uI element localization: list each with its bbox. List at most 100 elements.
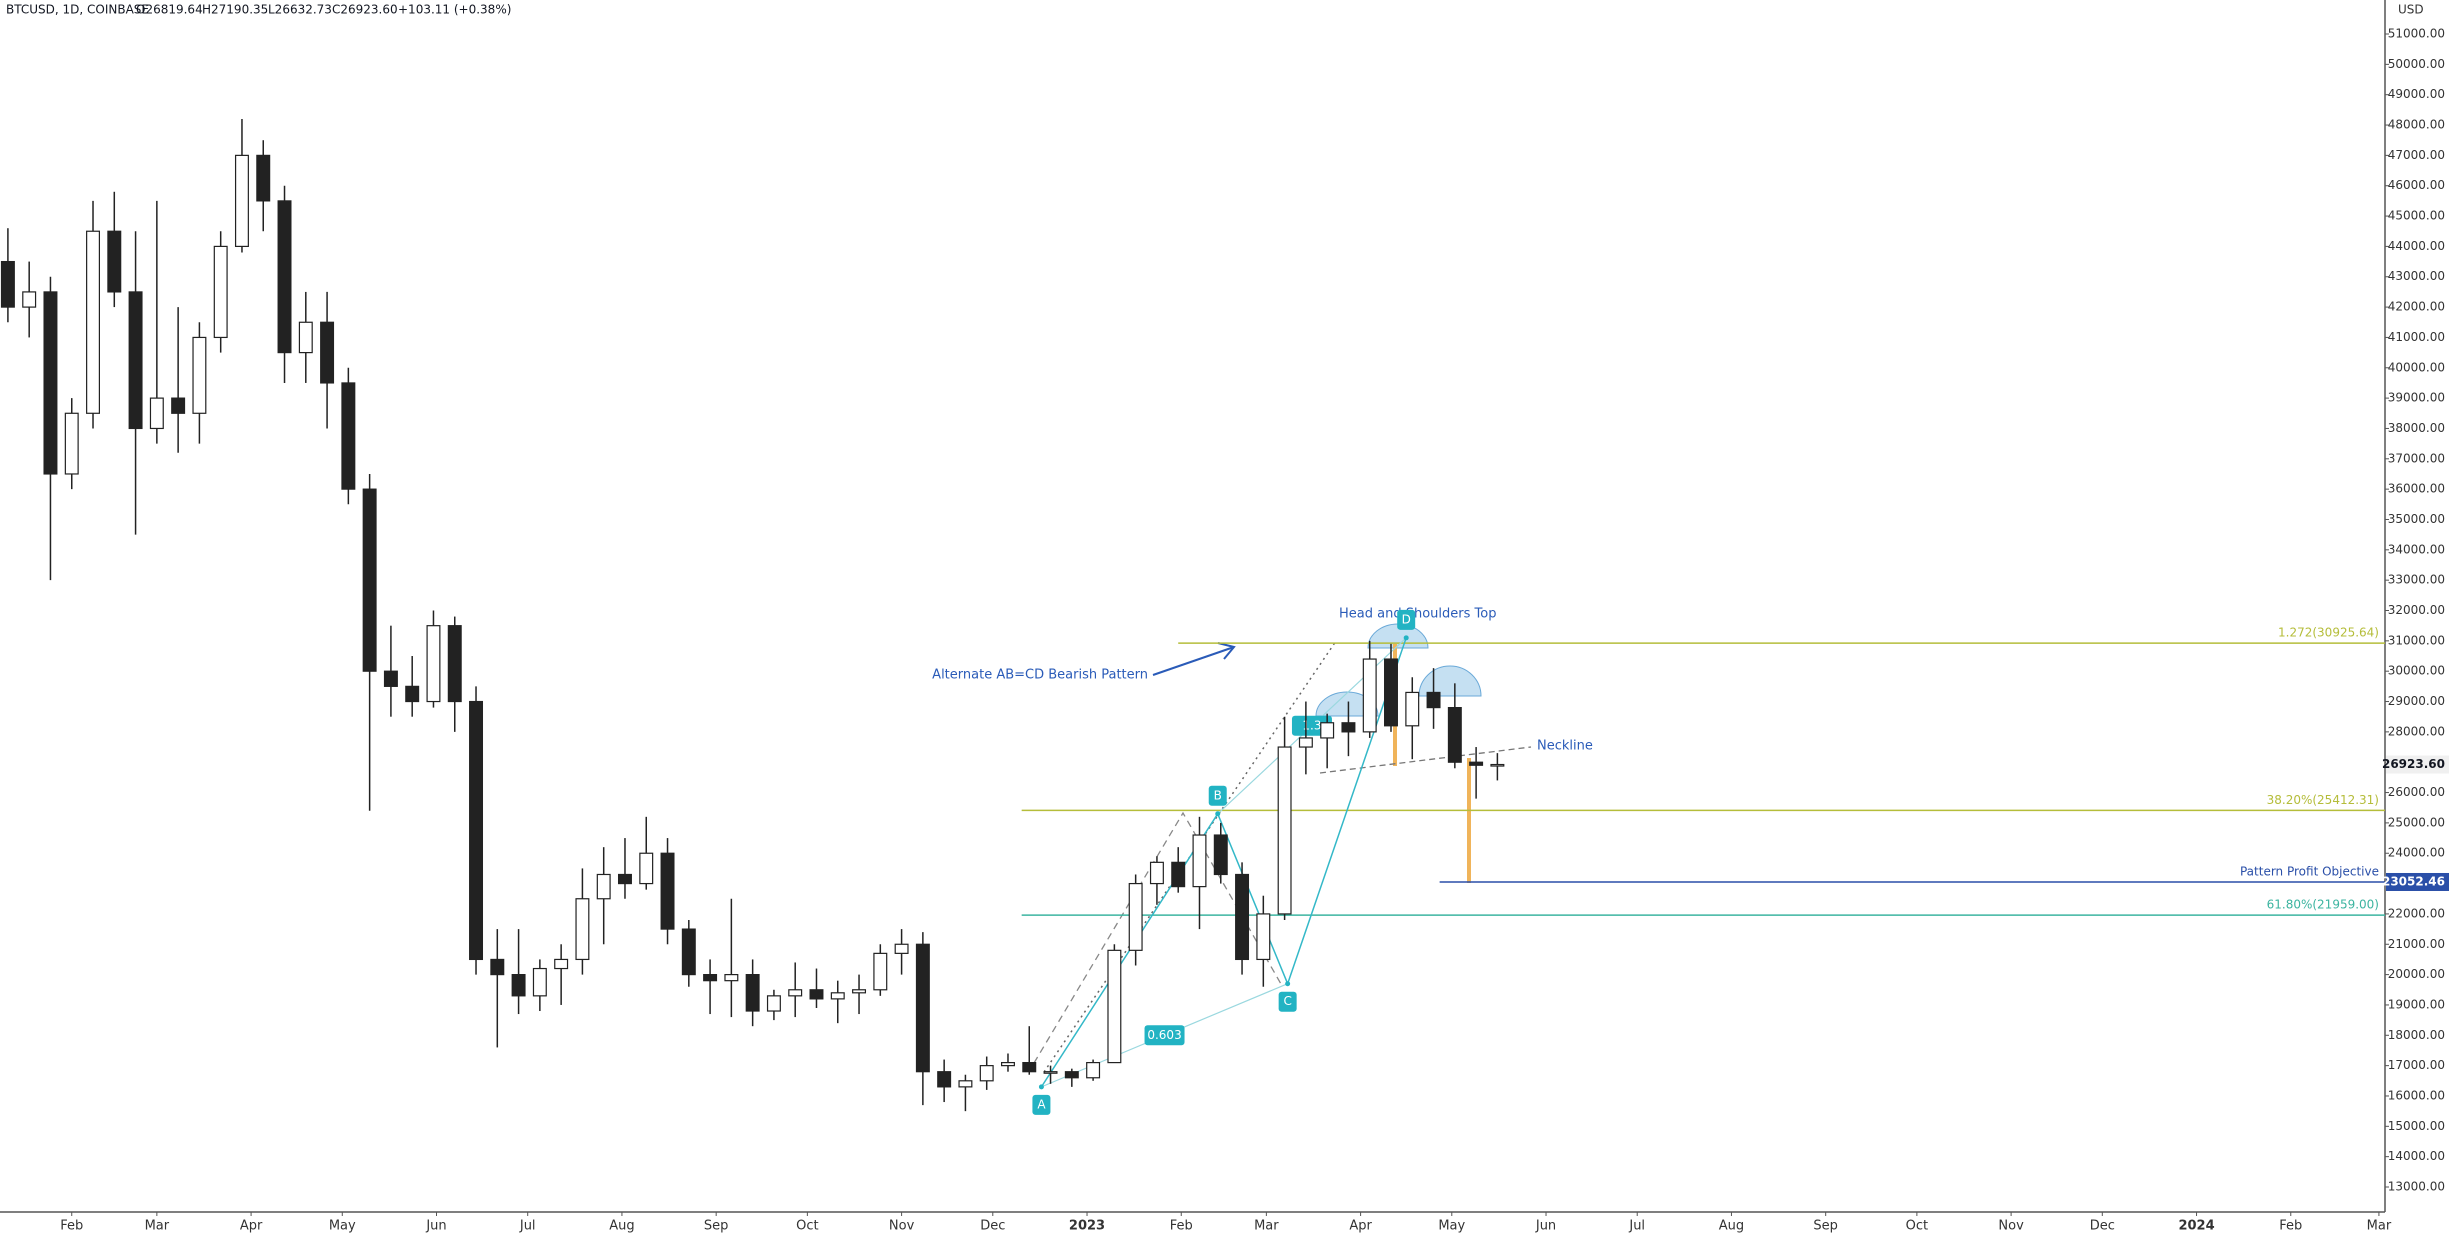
- x-tick-label: 2023: [1069, 1219, 1105, 1234]
- header-change: +103.11 (+0.38%): [398, 3, 511, 17]
- candle-body: [617, 873, 632, 885]
- ratio-label: 0.603: [1147, 1028, 1181, 1042]
- pattern-point-box: [1397, 609, 1416, 630]
- price-label-box: [2386, 872, 2449, 891]
- header-close: C26923.60: [332, 3, 398, 17]
- x-tick-label: Apr: [1349, 1219, 1372, 1234]
- candle-body: [1107, 949, 1122, 1064]
- y-tick-label: 17000.00: [2388, 1058, 2445, 1072]
- x-tick-label: Jun: [1535, 1219, 1556, 1234]
- y-tick-label: 30000.00: [2388, 664, 2445, 678]
- x-tick-label: Dec: [980, 1219, 1005, 1234]
- x-tick-label: Oct: [796, 1219, 818, 1234]
- y-tick-label: 33000.00: [2388, 573, 2445, 587]
- candle-body: [22, 291, 37, 308]
- candle-body: [873, 952, 888, 991]
- candle-body: [1171, 861, 1186, 888]
- pattern-point: [1285, 981, 1291, 987]
- y-tick-label: 22000.00: [2388, 906, 2445, 920]
- candle-body: [830, 992, 845, 1000]
- pattern-point: [1038, 1084, 1044, 1090]
- candle-body: [1320, 722, 1335, 739]
- y-tick-label: 32000.00: [2388, 603, 2445, 617]
- candle-body: [596, 873, 611, 900]
- candle-body: [1384, 658, 1398, 727]
- x-tick-label: Feb: [1170, 1219, 1193, 1234]
- ratio-box: [1144, 1025, 1185, 1046]
- candle-body: [1064, 1071, 1079, 1079]
- candle-body: [703, 974, 718, 982]
- x-tick-label: Mar: [2367, 1219, 2392, 1234]
- x-tick-label: Nov: [889, 1219, 915, 1234]
- candle-body: [1469, 761, 1484, 766]
- x-tick-label: May: [329, 1219, 356, 1234]
- y-tick-label: 20000.00: [2388, 967, 2445, 981]
- x-tick-label: Jun: [425, 1219, 446, 1234]
- candle-body: [320, 321, 335, 384]
- x-tick-label: Apr: [240, 1219, 263, 1234]
- header-open: O26819.64: [136, 3, 203, 17]
- y-tick-label: 18000.00: [2388, 1028, 2445, 1042]
- candle-body: [213, 245, 228, 339]
- level-label: 38.20%(25412.31): [2267, 793, 2379, 807]
- last-price-box: [2386, 755, 2449, 774]
- x-tick-label: Aug: [1719, 1219, 1744, 1234]
- y-tick-label: 51000.00: [2388, 27, 2445, 41]
- y-tick-label: 50000.00: [2388, 57, 2445, 71]
- candle-body: [554, 958, 569, 970]
- y-tick-label: 39000.00: [2388, 391, 2445, 405]
- candle-body: [809, 989, 824, 1000]
- y-tick-label: 40000.00: [2388, 360, 2445, 374]
- y-tick-label: 24000.00: [2388, 846, 2445, 860]
- ratio-label: 1.3: [1302, 718, 1321, 732]
- candle-body: [1277, 746, 1292, 915]
- y-tick-label: 31000.00: [2388, 633, 2445, 647]
- y-tick-label: 21000.00: [2388, 937, 2445, 951]
- header-symbol: BTCUSD, 1D, COINBASE: [6, 3, 149, 17]
- candle-body: [234, 154, 249, 248]
- candle-body: [383, 670, 398, 687]
- pattern-point-label: C: [1283, 994, 1291, 1008]
- y-tick-label: 28000.00: [2388, 724, 2445, 738]
- candle-body: [1426, 691, 1441, 709]
- x-tick-label: Nov: [1998, 1219, 2024, 1234]
- y-tick-label: 45000.00: [2388, 209, 2445, 223]
- pattern-point-box: [1032, 1094, 1051, 1115]
- pattern-leg: [1217, 813, 1289, 984]
- pattern-point: [1215, 811, 1221, 817]
- y-tick-label: 16000.00: [2388, 1088, 2445, 1102]
- candle-body: [405, 685, 420, 703]
- y-tick-label: 46000.00: [2388, 178, 2445, 192]
- dotted-line: [1043, 640, 1337, 1073]
- annotation: Neckline: [1537, 739, 1593, 754]
- x-tick-label: Sep: [1813, 1219, 1838, 1234]
- pattern-point-label: A: [1037, 1097, 1046, 1111]
- header-high: H27190.35: [202, 3, 268, 17]
- candle-body: [894, 943, 909, 954]
- y-tick-label: 25000.00: [2388, 815, 2445, 829]
- pattern-point-box: [1208, 785, 1227, 806]
- candle-body: [341, 382, 356, 490]
- arrow-head: [1217, 642, 1236, 660]
- candle-body: [298, 321, 313, 354]
- candle-body: [149, 397, 164, 430]
- candle-body: [1405, 691, 1420, 727]
- candle-body: [1022, 1061, 1037, 1073]
- x-tick-label: Dec: [2090, 1219, 2115, 1234]
- candle-body: [1235, 873, 1250, 961]
- x-tick-label: Feb: [2279, 1219, 2302, 1234]
- y-tick-label: 13000.00: [2388, 1179, 2445, 1193]
- pattern-point-label: D: [1402, 612, 1411, 626]
- y-tick-label: 34000.00: [2388, 542, 2445, 556]
- candle-body: [1192, 834, 1207, 888]
- candle-body: [107, 230, 122, 293]
- candle-body: [1086, 1061, 1101, 1079]
- x-tick-label: Sep: [704, 1219, 729, 1234]
- y-tick-label: 14000.00: [2388, 1149, 2445, 1163]
- y-tick-label: 48000.00: [2388, 118, 2445, 132]
- y-tick-label: 42000.00: [2388, 300, 2445, 314]
- annotation: Alternate AB=CD Bearish Pattern: [932, 668, 1148, 683]
- candle-body: [447, 625, 462, 703]
- neckline: [1319, 746, 1532, 774]
